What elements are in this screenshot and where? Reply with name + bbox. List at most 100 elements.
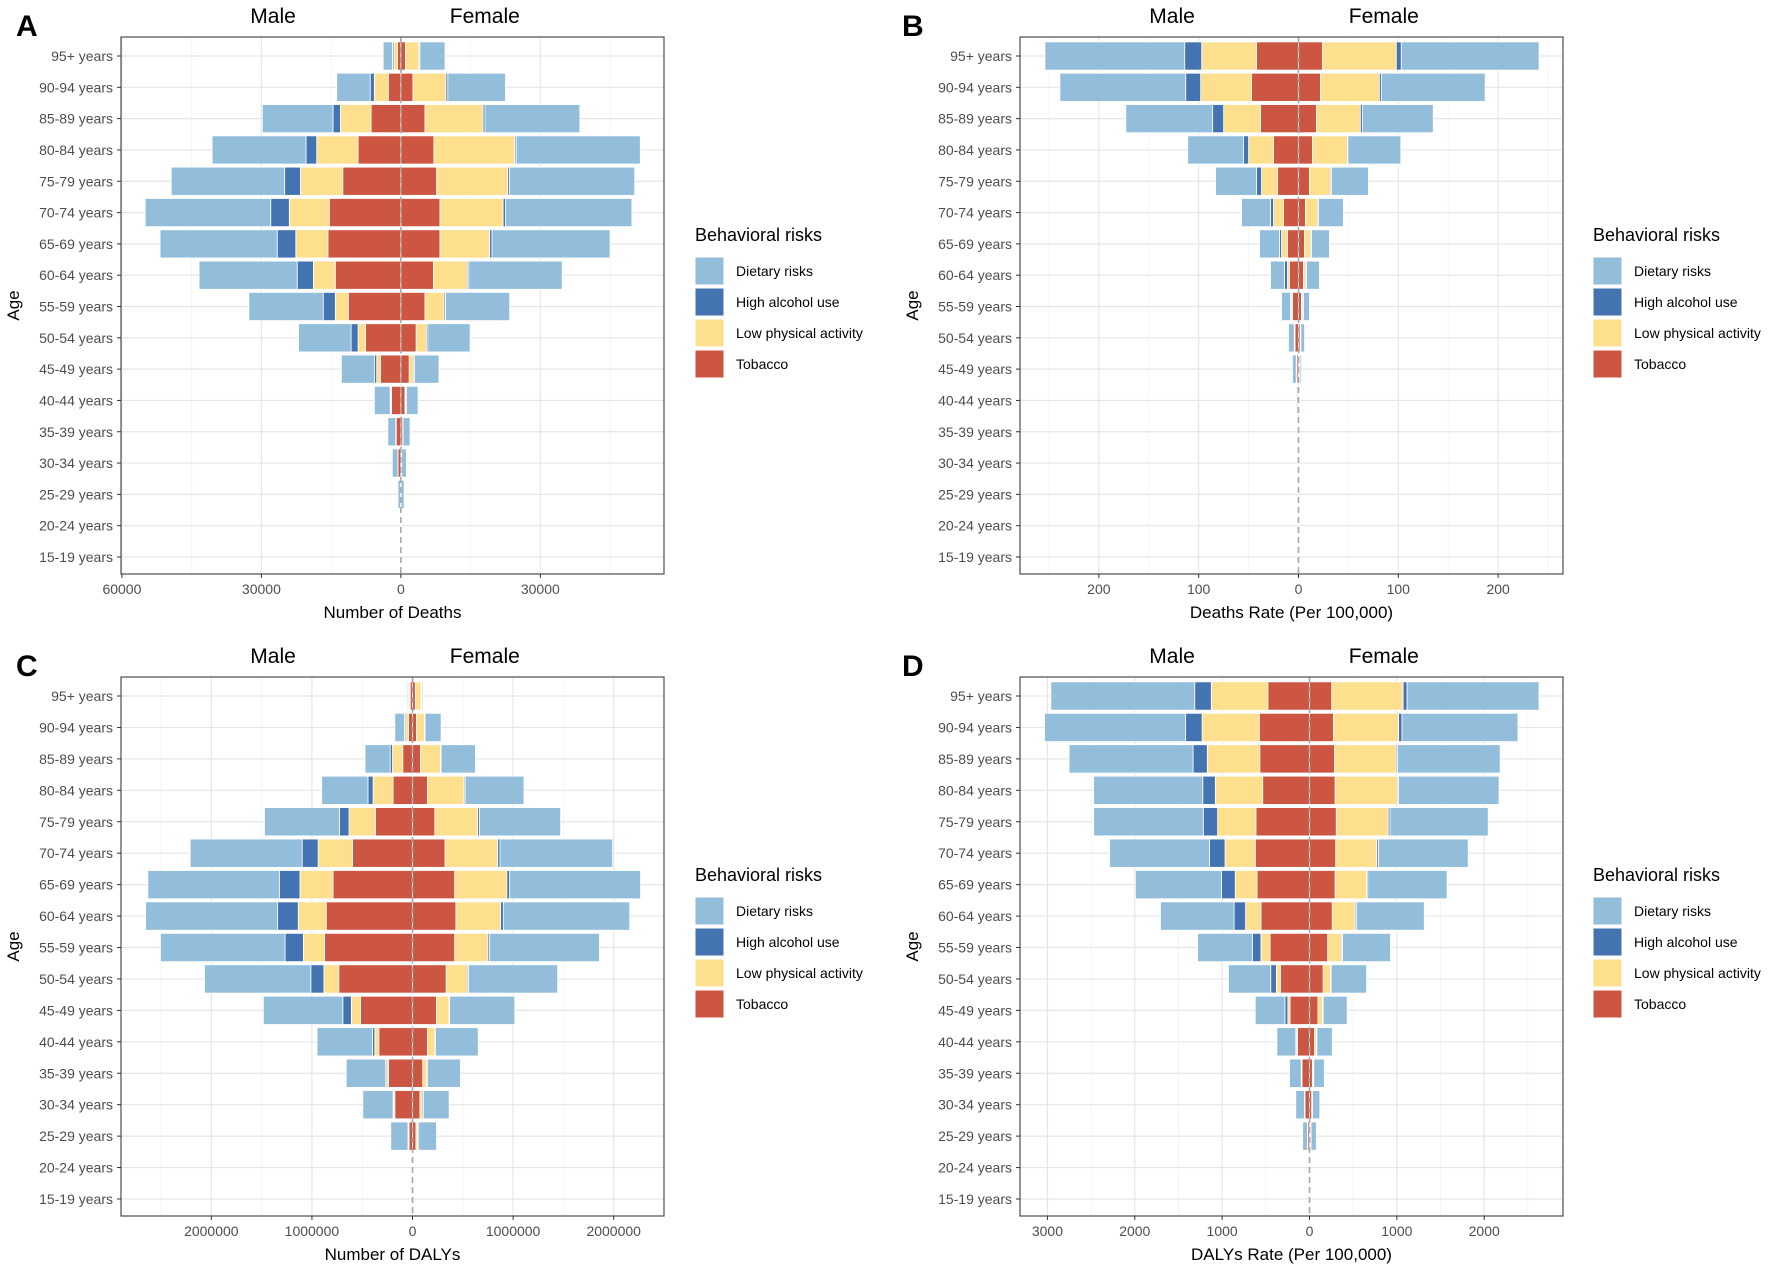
- bar-female-tobacco: [412, 995, 437, 1025]
- y-tick-label: 30-34 years: [938, 1097, 1012, 1113]
- bar-male-tobacco: [397, 41, 402, 71]
- x-tick-label: 3000: [1032, 1223, 1063, 1239]
- y-tick-label: 30-34 years: [39, 1097, 113, 1113]
- bar-male-tobacco: [1269, 932, 1310, 963]
- bar-female-dietary-risks: [440, 744, 476, 774]
- bar-male-low-physical-activity: [1201, 712, 1260, 742]
- bar-male-tobacco: [1260, 104, 1299, 134]
- bar-male-tobacco: [342, 166, 402, 196]
- bar-female-dietary-risks: [1316, 1027, 1333, 1057]
- bar-female-dietary-risks: [445, 292, 511, 321]
- y-axis-title: Age: [903, 931, 922, 961]
- bar-male-high-alcohol-use: [1243, 135, 1249, 165]
- bar-male-low-physical-activity: [299, 870, 334, 900]
- legend-key-tobacco: [694, 349, 725, 379]
- bar-male-low-physical-activity: [1275, 964, 1281, 994]
- bar-male-dietary-risks: [1093, 807, 1204, 837]
- bar-male-dietary-risks: [248, 292, 324, 321]
- y-tick-label: 55-59 years: [938, 299, 1012, 315]
- bar-female-low-physical-activity: [455, 901, 501, 931]
- bar-female-dietary-risks: [1389, 807, 1489, 837]
- x-tick-label: 2000000: [586, 1223, 641, 1239]
- bar-male-low-physical-activity: [372, 775, 394, 805]
- bar-male-tobacco: [1287, 229, 1299, 259]
- y-tick-label: 75-79 years: [938, 173, 1012, 189]
- bar-male-tobacco: [1301, 1058, 1310, 1088]
- bar-male-dietary-risks: [204, 964, 312, 994]
- legend-key-tobacco: [1592, 349, 1623, 379]
- y-tick-label: 50-54 years: [938, 330, 1012, 346]
- y-tick-label: 50-54 years: [39, 971, 113, 987]
- bar-female-tobacco: [412, 964, 447, 994]
- y-tick-label: 75-79 years: [39, 814, 113, 830]
- y-tick-label: 70-74 years: [39, 845, 113, 861]
- bar-male-tobacco: [392, 775, 413, 805]
- facet-label-female: Female: [1349, 645, 1419, 668]
- legend-key-dietary-risks: [1592, 256, 1623, 286]
- bar-male-tobacco: [1304, 1090, 1310, 1120]
- bar-female-tobacco: [400, 166, 438, 196]
- bar-male-dietary-risks: [316, 1027, 373, 1057]
- legend-label: High alcohol use: [736, 934, 840, 950]
- bar-female-low-physical-activity: [416, 712, 425, 742]
- legend-title: Behavioral risks: [695, 225, 822, 245]
- y-tick-label: 85-89 years: [39, 751, 113, 767]
- bar-female-tobacco: [400, 198, 441, 228]
- legend-key-low-physical-activity: [1592, 958, 1623, 988]
- bar-female-low-physical-activity: [1331, 681, 1404, 711]
- y-tick-label: 25-29 years: [39, 486, 113, 502]
- legend-title: Behavioral risks: [695, 865, 822, 885]
- bar-female-tobacco: [1309, 995, 1319, 1025]
- bar-male-dietary-risks: [1187, 135, 1244, 165]
- bar-female-low-physical-activity: [422, 1058, 428, 1088]
- bar-male-high-alcohol-use: [367, 775, 374, 805]
- x-tick-label: 30000: [521, 581, 560, 597]
- x-tick-label: 1000000: [285, 1223, 340, 1239]
- bar-female-tobacco: [412, 744, 421, 774]
- bar-male-low-physical-activity: [1206, 744, 1261, 774]
- bar-male-dietary-risks: [298, 323, 352, 353]
- bar-male-low-physical-activity: [334, 292, 349, 321]
- y-tick-label: 20-24 years: [39, 1160, 113, 1176]
- x-tick-label: 100: [1187, 581, 1211, 597]
- bar-male-high-alcohol-use: [284, 932, 304, 963]
- legend-title: Behavioral risks: [1593, 865, 1720, 885]
- bar-male-tobacco: [328, 198, 402, 228]
- bar-female-dietary-risks: [1306, 260, 1320, 290]
- facet-label-male: Male: [1149, 645, 1195, 668]
- bar-male-tobacco: [1297, 1027, 1310, 1057]
- bar-male-low-physical-activity: [317, 838, 353, 868]
- y-tick-label: 80-84 years: [39, 142, 113, 158]
- bar-male-dietary-risks: [1059, 72, 1187, 102]
- bar-male-dietary-risks: [264, 807, 340, 837]
- bar-male-high-alcohol-use: [338, 807, 350, 837]
- bar-male-low-physical-activity: [288, 198, 330, 228]
- x-tick-label: 200: [1486, 581, 1510, 597]
- bar-female-tobacco: [412, 838, 446, 868]
- y-tick-label: 60-64 years: [39, 267, 113, 283]
- x-tick-label: 0: [397, 581, 405, 597]
- bar-female-low-physical-activity: [1309, 166, 1331, 196]
- bar-male-dietary-risks: [1125, 104, 1214, 134]
- bar-female-low-physical-activity: [1335, 838, 1378, 868]
- legend-key-tobacco: [1592, 989, 1623, 1019]
- bar-female-tobacco: [400, 104, 426, 134]
- bar-female-dietary-risks: [406, 385, 419, 415]
- bar-male-tobacco: [1258, 712, 1310, 742]
- bar-female-dietary-risks: [1367, 870, 1448, 900]
- x-tick-label: 0: [1295, 581, 1303, 597]
- bar-female-dietary-risks: [484, 104, 581, 134]
- legend-label: High alcohol use: [736, 294, 840, 310]
- bar-female-tobacco: [1298, 229, 1305, 259]
- y-tick-label: 95+ years: [950, 48, 1012, 64]
- panel-letter: D: [902, 650, 924, 683]
- bar-female-dietary-risks: [491, 229, 611, 259]
- bar-male-high-alcohol-use: [301, 838, 319, 868]
- bar-male-dietary-risks: [345, 1058, 387, 1088]
- bar-male-tobacco: [1262, 775, 1310, 805]
- bar-male-dietary-risks: [1302, 1121, 1308, 1151]
- bar-female-dietary-risks: [499, 838, 613, 868]
- bar-male-dietary-risks: [1296, 385, 1299, 415]
- bar-female-dietary-risks: [502, 901, 631, 931]
- y-tick-label: 90-94 years: [938, 79, 1012, 95]
